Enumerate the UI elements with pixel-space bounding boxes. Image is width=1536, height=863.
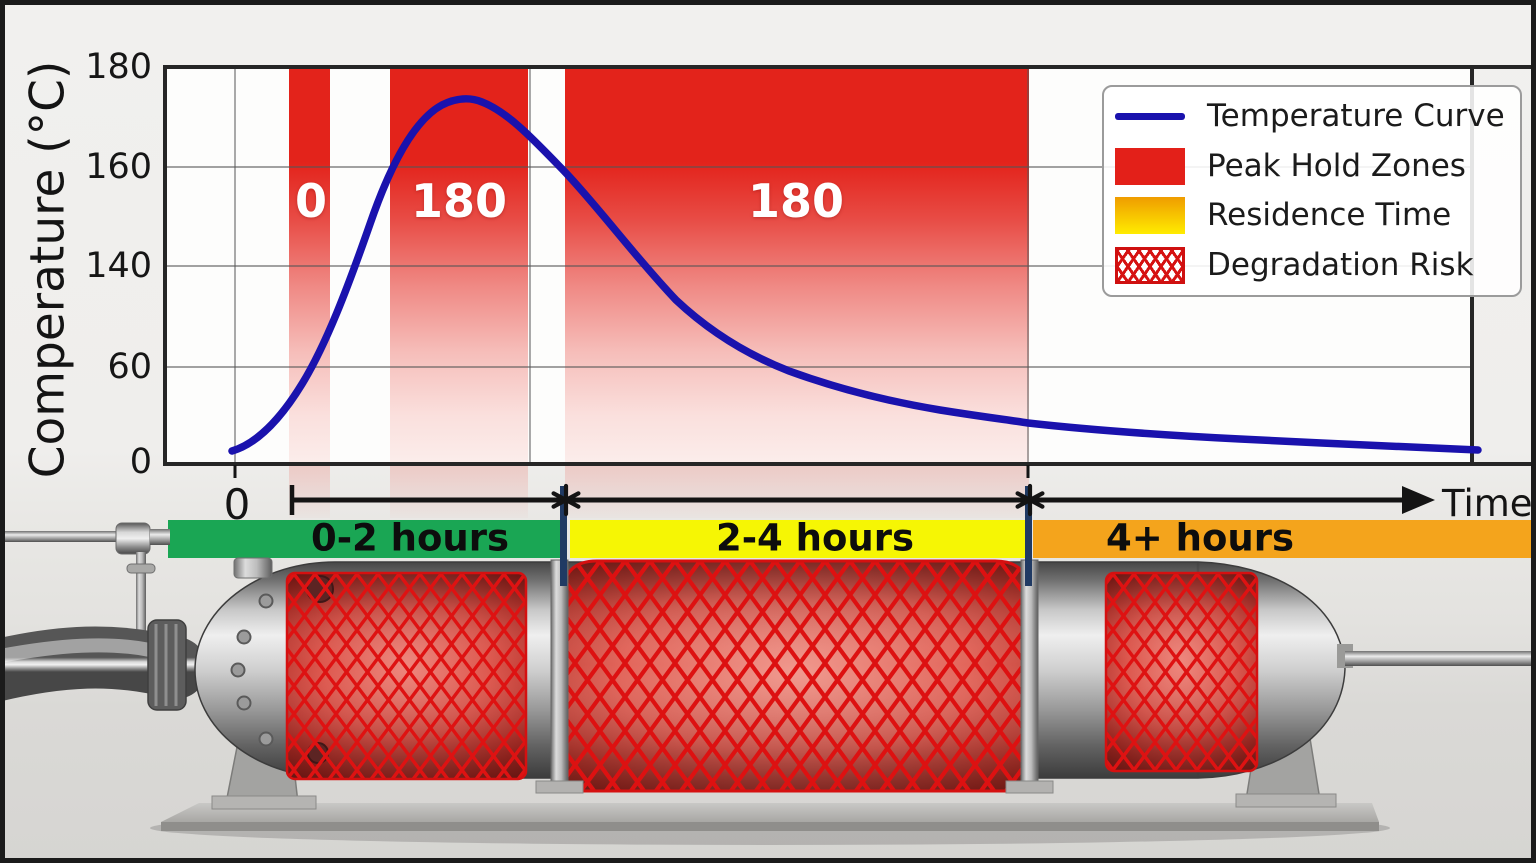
right-support-bracket [1245, 725, 1321, 801]
zone-label-180a: 180 [410, 174, 508, 228]
degradation-zone-1 [285, 571, 528, 781]
plot-border-top [164, 65, 1536, 69]
base-plate-top [161, 803, 1379, 822]
gridline-h-60 [167, 366, 1470, 368]
degradation-risk-swatch [1115, 246, 1185, 284]
barrel-port [306, 575, 334, 603]
residence-band-label: 2-4 hours [715, 516, 915, 560]
pipe-collar [126, 563, 156, 574]
vertical-pipe [136, 552, 146, 646]
output-shaft [1345, 651, 1536, 666]
legend-label: Residence Time [1207, 197, 1452, 233]
y-tick-0: 0 [129, 442, 152, 482]
legend-item-degradation-risk: Degradation Risk [1115, 245, 1509, 285]
legend-item-residence-time: Residence Time [1115, 195, 1509, 235]
guard-rail [560, 763, 1029, 772]
time-arrow-head [1402, 486, 1435, 514]
y-tick-180: 180 [85, 47, 152, 87]
legend-item-peak-hold-zones: Peak Hold Zones [1115, 146, 1509, 186]
y-tick-160: 160 [85, 147, 152, 187]
legend-label: Temperature Curve [1207, 98, 1505, 134]
zone-label-0: 0 [294, 174, 328, 228]
y-tick-140: 140 [85, 246, 152, 286]
ribbed-collar [147, 619, 187, 711]
right-support-foot [1235, 793, 1337, 808]
left-support-bracket [225, 731, 299, 804]
barrel-port [307, 742, 329, 764]
dome-stub [233, 557, 273, 579]
barrel [194, 561, 1346, 779]
zone-label-180b: 180 [747, 174, 845, 228]
residence-band-4plus: 4+ hours [1033, 516, 1536, 560]
base-plate-edge [161, 822, 1379, 831]
residence-time-swatch [1115, 196, 1185, 234]
guard-post-right-foot [1005, 780, 1054, 794]
peak-hold-zone-1-fade [289, 464, 330, 518]
guard-post-left [550, 559, 569, 789]
guard-post-left-foot [535, 780, 584, 794]
gridline-v-0 [234, 69, 236, 462]
degradation-zone-2 [561, 559, 1031, 793]
pipe-coupling [115, 522, 151, 555]
plot-border-left [163, 65, 167, 466]
legend-label: Degradation Risk [1207, 247, 1474, 283]
residence-band-0-2h: 0-2 hours [168, 516, 563, 560]
peak-hold-zone-2-fade [390, 464, 528, 518]
plot-border-bottom [164, 462, 1536, 466]
gridline-v-right [1027, 69, 1029, 462]
residence-band-2-4h: 2-4 hours [570, 516, 1027, 560]
degradation-zone-3 [1104, 571, 1259, 773]
shaft-hub [1337, 644, 1353, 668]
y-tick-60: 60 [107, 347, 152, 387]
inlet-pipe [0, 531, 152, 542]
floor-shadow [150, 811, 1390, 845]
dome-bolts [230, 593, 274, 747]
collar-ribs [154, 624, 178, 706]
guard-post-right [1020, 559, 1039, 789]
peak-hold-swatch [1115, 147, 1185, 185]
peak-hold-zone-3-fade [565, 464, 1029, 518]
pipe-stub [150, 529, 170, 545]
elbow-pipe-highlight [0, 638, 157, 664]
legend: Temperature Curve Peak Hold Zones Reside… [1102, 85, 1522, 297]
residence-band-label: 4+ hours [1106, 516, 1294, 560]
temperature-curve-swatch [1115, 112, 1185, 120]
legend-item-temperature-curve: Temperature Curve [1115, 96, 1509, 136]
legend-label: Peak Hold Zones [1207, 148, 1466, 184]
left-support-foot [211, 795, 317, 810]
x-axis-label: Time [1442, 482, 1533, 525]
elbow-pipe [0, 626, 207, 702]
residence-band-label: 0-2 hours [310, 516, 510, 560]
gridline-v-mid [529, 69, 531, 462]
